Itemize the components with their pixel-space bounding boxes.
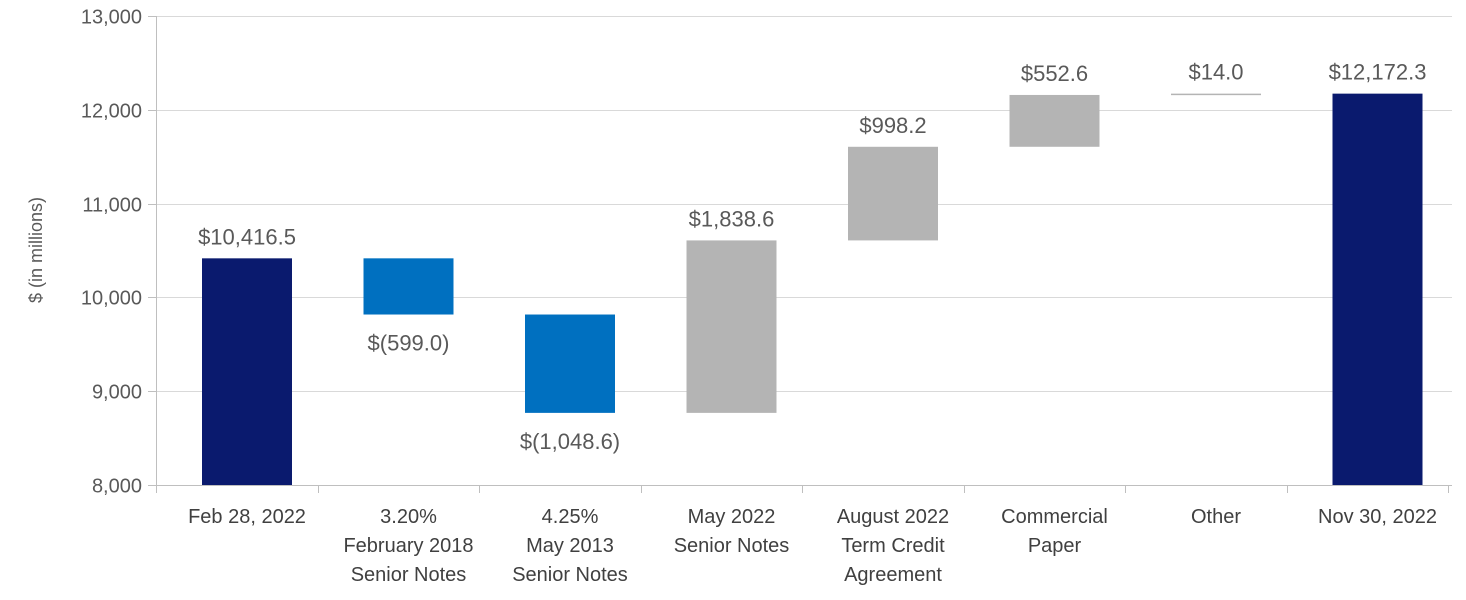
y-tick-label: 8,000: [92, 476, 142, 498]
category-label-4-25-may-2013-senior-notes: 4.25% May 2013 Senior Notes: [512, 506, 628, 586]
y-axis-title: $ (in millions): [26, 197, 46, 303]
category-label-nov-30-2022: Nov 30, 2022: [1318, 506, 1437, 528]
category-label-line: 3.20%: [380, 506, 437, 528]
category-label-line: May 2022: [688, 506, 776, 528]
data-label-may-2022-senior-notes: $1,838.6: [689, 206, 775, 231]
category-label-line: Senior Notes: [512, 564, 628, 586]
category-label-line: May 2013: [526, 535, 614, 557]
y-tick-label: 10,000: [81, 288, 142, 310]
y-tick-label: 13,000: [81, 7, 142, 29]
bar-feb-28-2022: [202, 258, 292, 485]
bar-3-20-february-2018-senior-notes: [363, 258, 454, 315]
category-label-commercial-paper: Commercial Paper: [1001, 506, 1108, 557]
category-label-may-2022-senior-notes: May 2022 Senior Notes: [674, 506, 790, 557]
data-label-3-20-february-2018-senior-notes: $(599.0): [368, 331, 450, 356]
category-label-other: Other: [1191, 506, 1241, 528]
category-label-line: Other: [1191, 506, 1241, 528]
category-label-line: Commercial: [1001, 506, 1108, 528]
data-label-august-2022-term-credit-agreement: $998.2: [859, 113, 926, 138]
data-label-feb-28-2022: $10,416.5: [198, 224, 296, 249]
category-label-line: Senior Notes: [674, 535, 790, 557]
category-label-line: August 2022: [837, 506, 949, 528]
bar-august-2022-term-credit-agreement: [848, 146, 938, 241]
y-tick-label: 11,000: [82, 195, 142, 217]
data-labels: $10,416.5 $(599.0) $(1,048.6) $1,838.6 $998.…: [198, 60, 1426, 454]
category-label-line: Feb 28, 2022: [188, 506, 306, 528]
category-label-line: Paper: [1028, 535, 1082, 557]
category-label-line: Agreement: [844, 564, 942, 586]
data-label-nov-30-2022: $12,172.3: [1329, 60, 1427, 85]
data-label-other: $14.0: [1188, 60, 1243, 85]
category-label-line: Term Credit: [841, 535, 945, 557]
category-label-august-2022-term-credit-agreement: August 2022 Term Credit Agreement: [837, 506, 949, 586]
bar-4-25-may-2013-senior-notes: [525, 314, 615, 413]
category-label-line: Nov 30, 2022: [1318, 506, 1437, 528]
category-label-line: February 2018: [343, 535, 473, 557]
data-label-commercial-paper: $552.6: [1021, 61, 1088, 86]
category-label-line: Senior Notes: [351, 564, 467, 586]
category-labels: Feb 28, 2022 3.20% February 2018 Senior Not…: [188, 506, 1437, 586]
bar-other: [1171, 93, 1261, 96]
data-label-4-25-may-2013-senior-notes: $(1,048.6): [520, 429, 620, 454]
bar-commercial-paper: [1009, 94, 1100, 147]
bar-nov-30-2022: [1332, 93, 1423, 486]
y-tick-label: 9,000: [92, 382, 142, 404]
bar-may-2022-senior-notes: [686, 240, 777, 413]
gridlines: [156, 16, 1452, 392]
category-label-3-20-february-2018-senior-notes: 3.20% February 2018 Senior Notes: [343, 506, 473, 586]
axes: 8,000 9,000 10,000 11,000 12,000 13,000: [81, 7, 1452, 498]
y-tick-label: 12,000: [81, 101, 142, 123]
category-label-feb-28-2022: Feb 28, 2022: [188, 506, 306, 528]
category-label-line: 4.25%: [542, 506, 599, 528]
bars: [202, 93, 1423, 486]
